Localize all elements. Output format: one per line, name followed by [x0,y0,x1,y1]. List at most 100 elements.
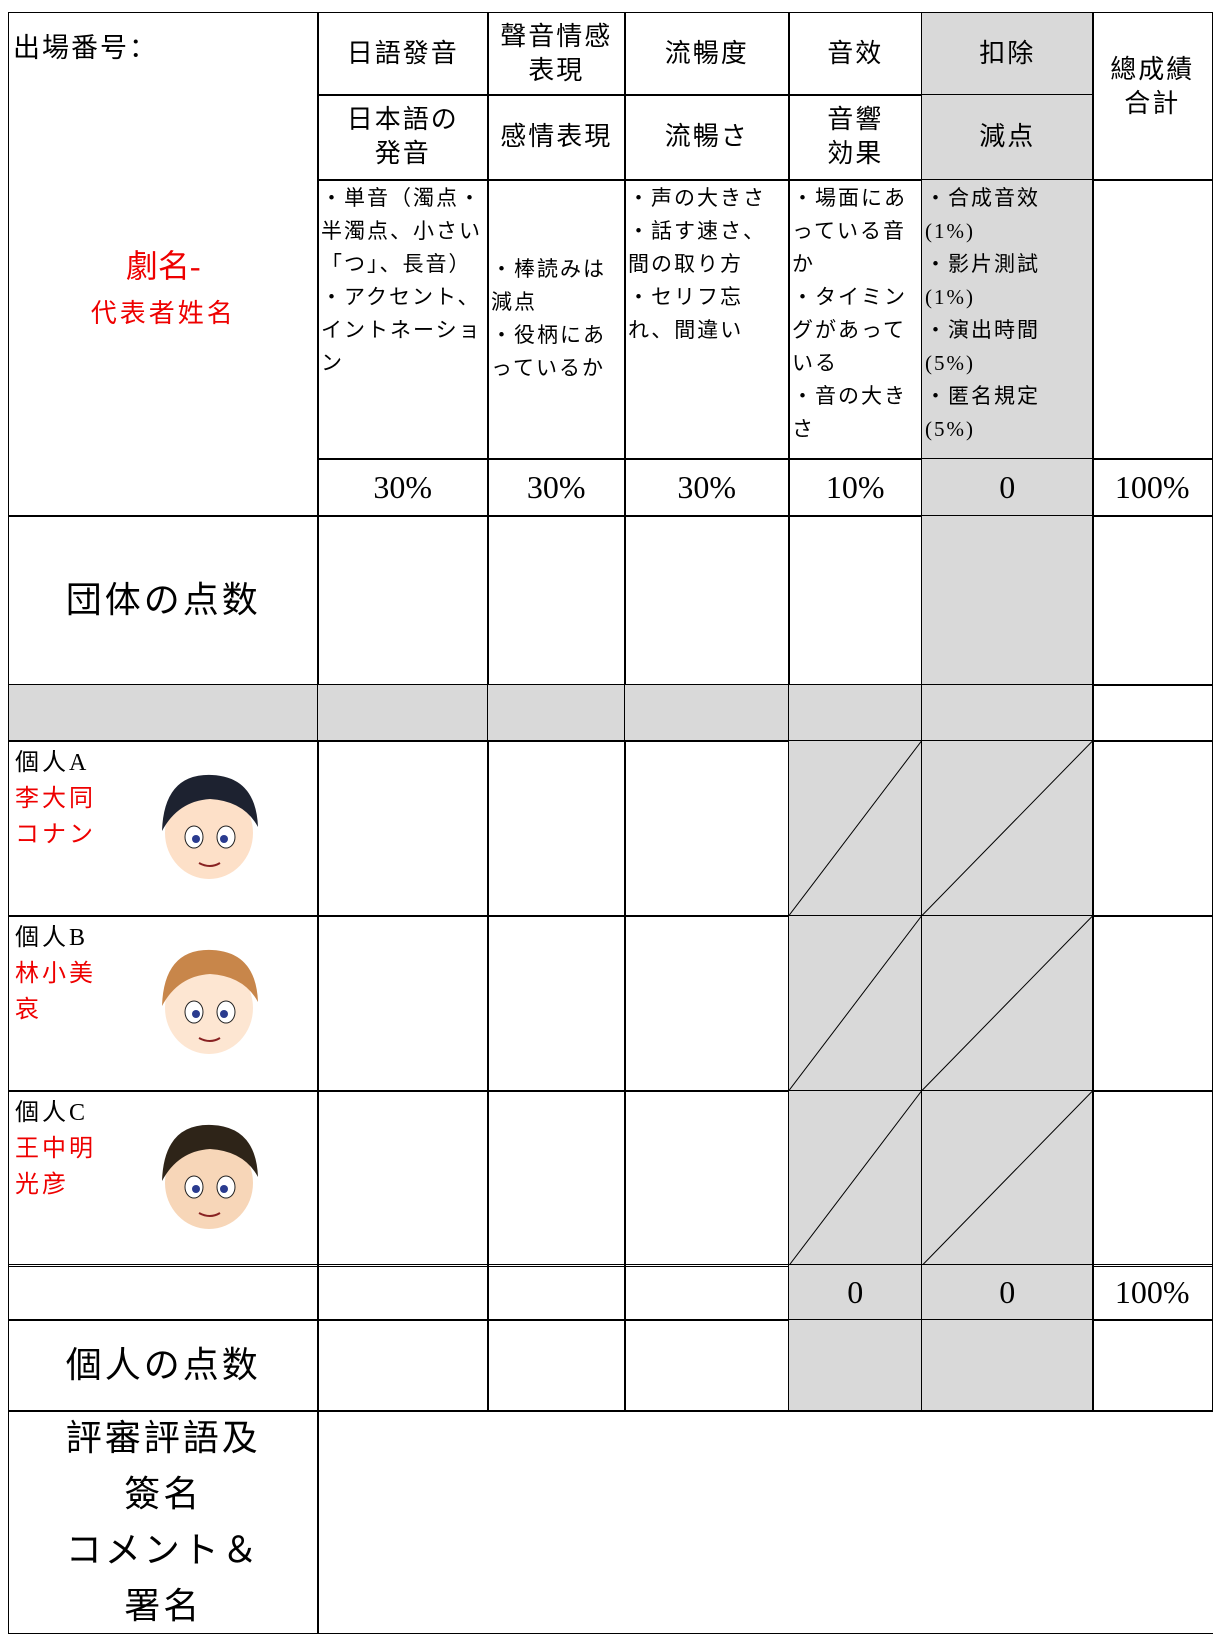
table-cell [487,515,626,686]
separator-cell [487,684,626,742]
person-label: 個人A [15,750,90,776]
header-cell: 日語發音 [317,12,489,96]
drama-label: 劇名- [125,248,201,284]
header-cell: 音響 効果 [788,94,923,181]
criteria-cell: ・合成音效(1%) ・影片測試(1%) ・演出時間(5%) ・匿名規定(5%) [921,179,1094,460]
subtotal: 0 [999,1273,1016,1310]
table-cell [624,1264,790,1321]
separator-cell [624,684,790,742]
comment-cell [317,1410,1213,1634]
table-cell [317,1264,489,1321]
table-cell [788,515,923,686]
header-cell: 音效 [788,12,923,96]
criterion: ・役柄にあっているか [491,323,606,381]
criterion: ・場面にあっている音か [792,186,907,276]
criterion: ・合成音效(1%) [925,186,1040,243]
person-label: 個人B [15,925,89,951]
strike-diagonal [922,916,1093,1091]
person-cell: 個人C 王中明光彦 [8,1090,319,1267]
weight: 30% [526,468,586,505]
criterion: ・影片測試(1%) [925,252,1040,309]
person-cell: 個人B 林小美哀 [8,915,319,1092]
criterion: ・タイミングがあっている [792,285,907,375]
weight: 0 [999,468,1016,505]
person-name: 林小美 [15,961,96,987]
table-cell [624,915,790,1092]
criteria-cell: ・単音（濁点・半濁点、小さい「つ」、長音） ・アクセント、イントネーション [317,179,489,460]
header-cell: 減点 [921,94,1094,181]
subtotal-cell: 0 [921,1264,1094,1321]
criterion: ・単音（濁点・半濁点、小さい「つ」、長音） [321,186,482,276]
table-cell [1092,179,1213,460]
person-name: 王中明 [15,1136,96,1162]
criterion: ・匿名規定(5%) [925,384,1040,441]
criterion: ・棒読みは減点 [491,257,606,315]
criterion: ・音の大きさ [792,384,907,441]
header-cell: 聲音情感 表現 [487,12,626,96]
weight-cell: 30% [317,458,489,517]
table-cell [317,515,489,686]
table-cell [1092,915,1213,1092]
individual-label: 個人の点数 [65,1345,261,1386]
subtotal-cell: 0 [788,1264,923,1321]
person-label: 個人C [15,1100,89,1126]
comment-label: 評審評語及 簽名 コメント＆ 署名 [65,1417,261,1626]
strike-diagonal [789,916,922,1091]
column-title: 聲音情感 表現 [500,21,613,85]
table-cell [317,1319,489,1412]
column-title: 扣除 [979,38,1036,68]
group-label: 団体の点数 [65,580,261,621]
criteria-cell: ・棒読みは減点 ・役柄にあっているか [487,179,626,460]
strike-diagonal [922,1091,1093,1266]
criterion: ・アクセント、イントネーション [321,285,482,375]
total-header: 總成績 合計 [1092,12,1213,181]
row-label-cell: 個人の点数 [8,1319,319,1412]
table-cell [788,740,923,917]
representative-label: 代表者姓名 [90,299,236,328]
character-portrait [162,949,258,1054]
weight-cell: 30% [487,458,626,517]
criterion: ・声の大きさ [628,186,766,210]
table-cell [624,515,790,686]
weight-cell: 10% [788,458,923,517]
corner-cell: 出場番号： 劇名- 代表者姓名 [8,12,319,517]
table-cell [317,1090,489,1267]
person-role: 光彦 [15,1172,69,1198]
table-cell [1092,515,1213,686]
table-cell [921,515,1094,686]
table-cell [487,740,626,917]
table-cell [921,1319,1094,1412]
criterion: ・話す速さ、間の取り方 [628,219,766,276]
table-cell [624,1319,790,1412]
table-cell [487,915,626,1092]
column-title-ja: 減点 [979,122,1036,152]
strike-diagonal [789,741,922,916]
criterion: ・セリフ忘れ、間違い [628,285,744,342]
criterion: ・演出時間(5%) [925,318,1040,375]
weight-cell: 100% [1092,458,1213,517]
subtotal: 100% [1114,1273,1190,1310]
weight-cell: 0 [921,458,1094,517]
table-cell [788,915,923,1092]
character-portrait [162,1124,258,1229]
header-cell: 日本語の 発音 [317,94,489,181]
row-label-cell: 団体の点数 [8,515,319,686]
table-cell [788,1319,923,1412]
strike-diagonal [789,1091,922,1266]
table-cell [317,740,489,917]
criteria-cell: ・声の大きさ・話す速さ、間の取り方 ・セリフ忘れ、間違い [624,179,790,460]
separator-cell [317,684,489,742]
weight: 30% [373,468,433,505]
person-role: 哀 [15,997,42,1023]
person-name: 李大同 [15,786,96,812]
header-cell: 扣除 [921,12,1094,96]
table-cell [624,1090,790,1267]
table-cell [317,915,489,1092]
separator-cell [8,684,319,742]
column-title: 流暢度 [664,38,749,68]
column-title-ja: 音響 効果 [827,105,884,169]
header-cell: 感情表現 [487,94,626,181]
table-cell [487,1090,626,1267]
weight: 30% [677,468,737,505]
